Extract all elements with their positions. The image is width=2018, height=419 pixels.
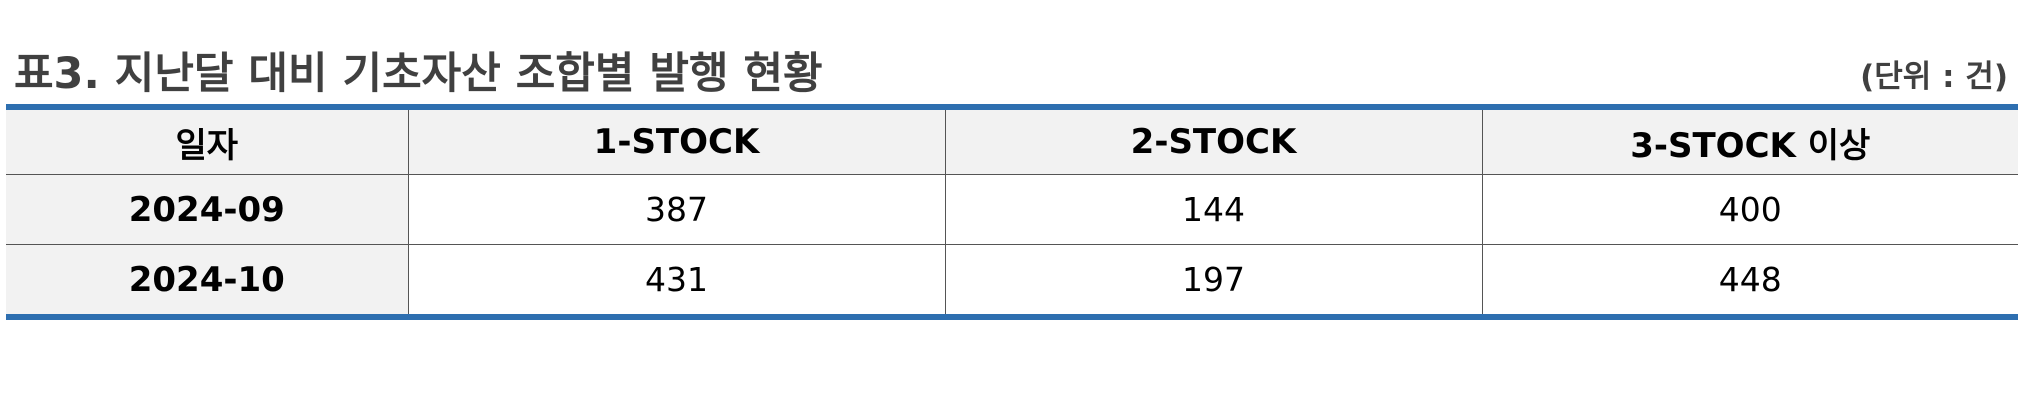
column-header-date: 일자 (6, 110, 408, 175)
column-header-3-stock-plus: 3-STOCK 이상 (1481, 110, 2018, 175)
data-table-wrapper: 일자 1-STOCK 2-STOCK 3-STOCK 이상 2024-09 38… (6, 104, 2018, 320)
three-stock-plus-cell: 400 (1481, 174, 2018, 245)
page-title: 표3. 지난달 대비 기초자산 조합별 발행 현황 (14, 49, 823, 99)
table-row: 2024-10 431 197 448 (6, 244, 2018, 314)
three-stock-plus-cell: 448 (1481, 244, 2018, 314)
two-stock-cell: 197 (944, 244, 1482, 314)
column-header-1-stock: 1-STOCK (407, 110, 945, 175)
unit-label: (단위 : 건) (1860, 59, 2008, 95)
issuance-table: 일자 1-STOCK 2-STOCK 3-STOCK 이상 2024-09 38… (6, 110, 2018, 314)
table-row: 2024-09 387 144 400 (6, 174, 2018, 245)
one-stock-cell: 431 (407, 244, 945, 314)
one-stock-cell: 387 (407, 174, 945, 245)
title-row: 표3. 지난달 대비 기초자산 조합별 발행 현황 (단위 : 건) (14, 40, 2008, 100)
two-stock-cell: 144 (944, 174, 1482, 245)
column-header-2-stock: 2-STOCK (944, 110, 1482, 175)
date-cell: 2024-10 (6, 244, 408, 314)
table-header-row: 일자 1-STOCK 2-STOCK 3-STOCK 이상 (6, 110, 2018, 175)
date-cell: 2024-09 (6, 174, 408, 245)
